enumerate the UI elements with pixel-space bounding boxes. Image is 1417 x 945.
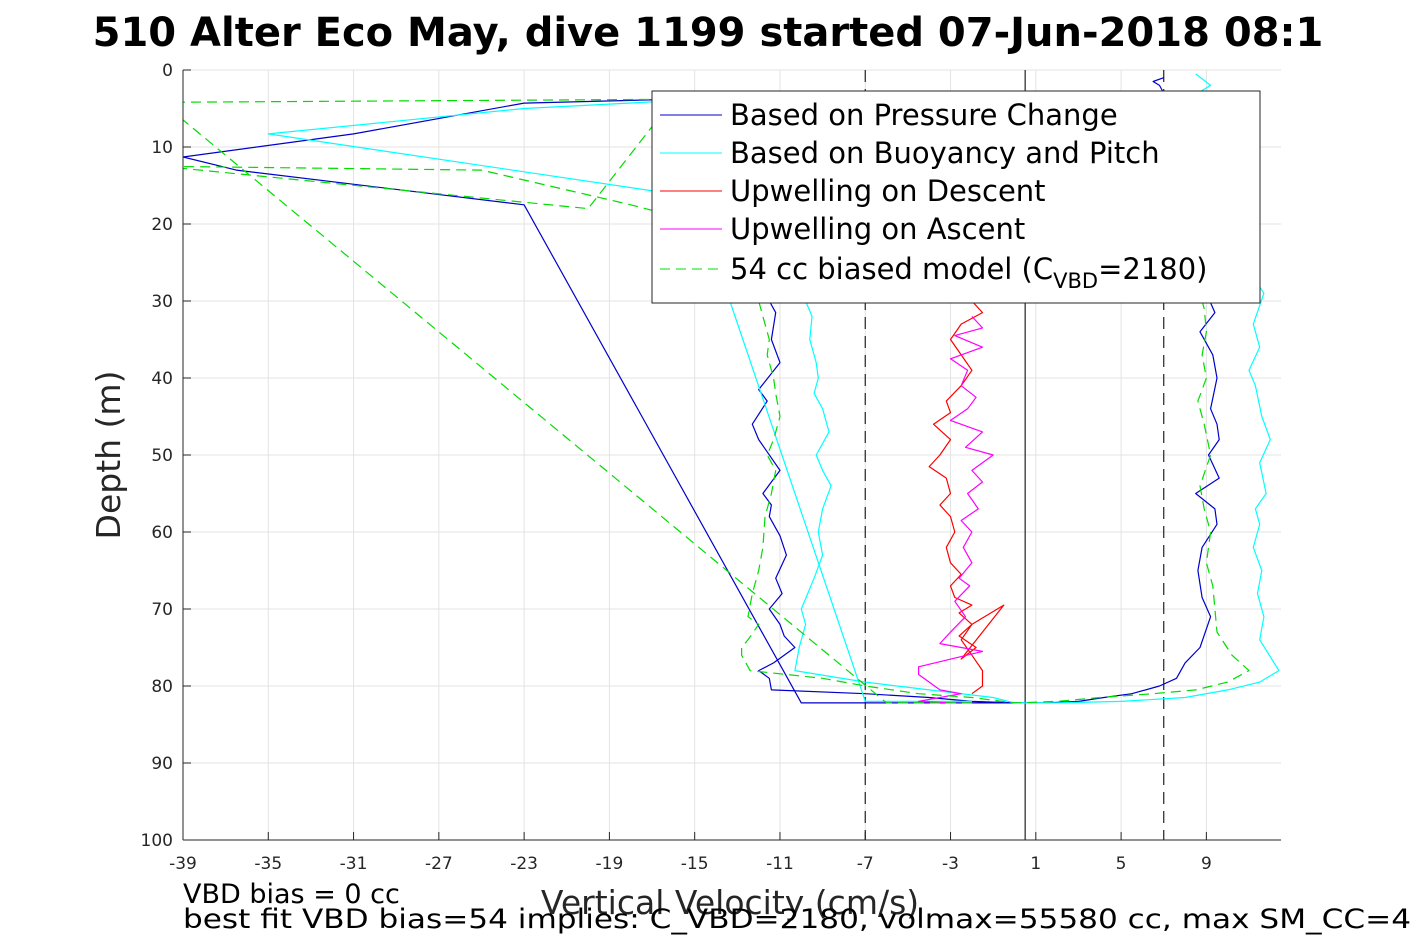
- x-tick-labels: -39 -35 -31 -27 -23 -19 -15 -11 -7 -3 1 5 9: [169, 854, 1212, 874]
- x-tick-label: -39: [169, 854, 197, 874]
- y-tick-label: 30: [151, 292, 173, 312]
- x-tick-label: -15: [681, 854, 709, 874]
- x-tick-label: -23: [510, 854, 538, 874]
- footer-line-1: VBD bias = 0 cc: [183, 879, 400, 910]
- x-tick-label: -35: [254, 854, 282, 874]
- y-tick-label: 70: [151, 600, 173, 620]
- y-axis-label: Depth (m): [89, 371, 128, 540]
- legend-entry-descent: Upwelling on Descent: [730, 174, 1046, 208]
- series-line-3: [917, 315, 994, 704]
- y-tick-label: 60: [151, 523, 173, 543]
- y-tick-label: 40: [151, 369, 173, 389]
- x-tick-label: -19: [596, 854, 624, 874]
- footer-line-2: best fit VBD bias=54 implies: C_VBD=2180…: [183, 904, 1411, 935]
- x-tick-label: -7: [857, 854, 874, 874]
- x-tick-label: 5: [1116, 854, 1127, 874]
- chart-title: 510 Alter Eco May, dive 1199 started 07-…: [93, 10, 1324, 56]
- x-tick-label: -27: [425, 854, 453, 874]
- legend-box: [651, 90, 1261, 304]
- x-axis-label: Vertical Velocity (cm/s): [541, 883, 919, 922]
- y-tick-label: 80: [151, 677, 173, 697]
- x-tick-label: -31: [340, 854, 368, 874]
- legend-entry-model: 54 cc biased model (CVBD=2180): [730, 252, 1208, 293]
- legend-entry-ascent: Upwelling on Ascent: [730, 212, 1025, 246]
- series-line-4: [183, 92, 1250, 704]
- y-tick-label: 100: [141, 831, 173, 851]
- y-tick-labels: 0 10 20 30 40 50 60 70 80 90 100: [141, 61, 173, 851]
- y-tick-label: 0: [162, 61, 173, 81]
- legend: Based on Pressure Change Based on Buoyan…: [651, 90, 1261, 304]
- x-tick-label: 1: [1030, 854, 1041, 874]
- x-tick-label: -11: [766, 854, 794, 874]
- series-line-1: [267, 73, 1280, 704]
- legend-entry-buoyancy: Based on Buoyancy and Pitch: [730, 136, 1160, 170]
- y-tick-label: 10: [151, 138, 173, 158]
- x-tick-label: -3: [942, 854, 959, 874]
- y-tick-label: 90: [151, 754, 173, 774]
- x-tick-label: 9: [1201, 854, 1212, 874]
- legend-entry-pressure: Based on Pressure Change: [730, 98, 1118, 132]
- y-tick-label: 50: [151, 446, 173, 466]
- y-tick-label: 20: [151, 215, 173, 235]
- series-line-2: [928, 300, 1005, 695]
